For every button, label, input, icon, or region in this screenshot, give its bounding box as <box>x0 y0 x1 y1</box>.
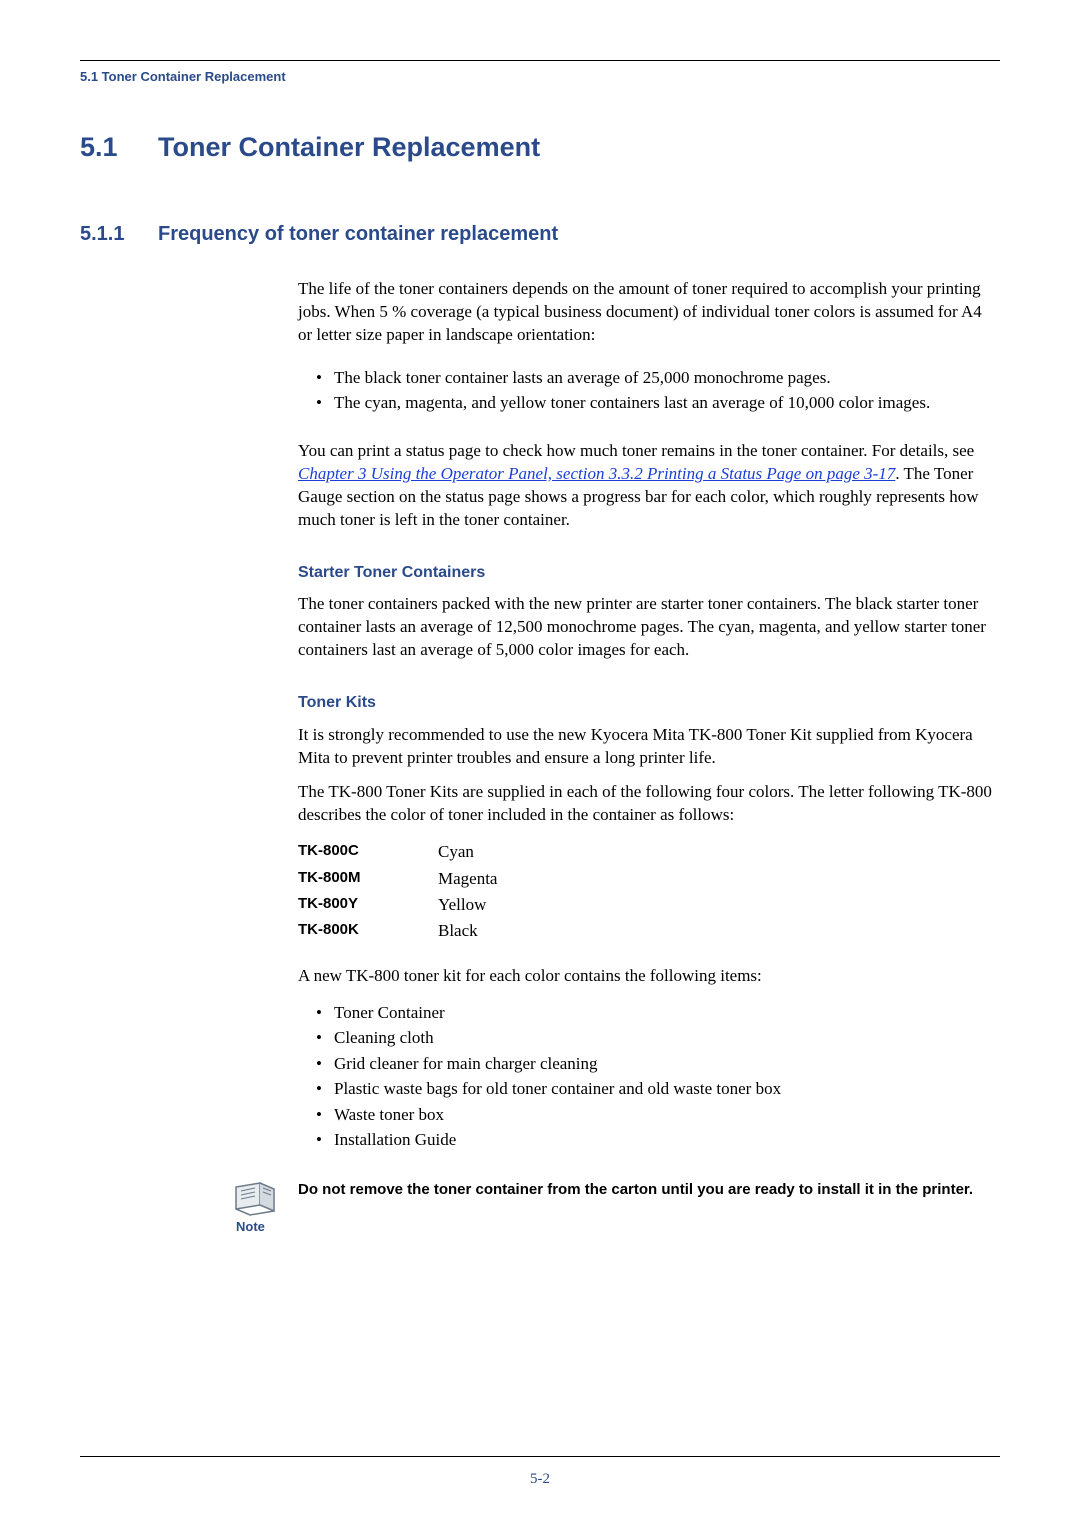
kit-row: TK-800Y Yellow <box>298 892 1000 918</box>
list-item: Plastic waste bags for old toner contain… <box>316 1076 1000 1102</box>
note-icon-wrap: Note <box>80 1177 298 1234</box>
starter-heading: Starter Toner Containers <box>298 562 1000 584</box>
kit-row: TK-800M Magenta <box>298 866 1000 892</box>
kit-contains-list: Toner Container Cleaning cloth Grid clea… <box>298 1000 1000 1153</box>
section-title: Toner Container Replacement <box>158 132 540 163</box>
list-item: Installation Guide <box>316 1127 1000 1153</box>
list-item: Cleaning cloth <box>316 1025 1000 1051</box>
kits-paragraph-1: It is strongly recommended to use the ne… <box>298 724 1000 770</box>
note-icon <box>230 1177 280 1217</box>
list-item: The black toner container lasts an avera… <box>316 365 1000 391</box>
section-number: 5.1 <box>80 132 158 163</box>
top-rule <box>80 60 1000 61</box>
bottom-rule <box>80 1456 1000 1457</box>
kit-contains-intro: A new TK-800 toner kit for each color co… <box>298 965 1000 988</box>
subsection-number: 5.1.1 <box>80 223 158 246</box>
kits-paragraph-2: The TK-800 Toner Kits are supplied in ea… <box>298 781 1000 827</box>
page: 5.1 Toner Container Replacement 5.1 Tone… <box>0 0 1080 1528</box>
kit-code: TK-800C <box>298 839 438 865</box>
kit-color: Magenta <box>438 866 497 892</box>
kit-code-table: TK-800C Cyan TK-800M Magenta TK-800Y Yel… <box>298 839 1000 944</box>
crossref-link[interactable]: Chapter 3 Using the Operator Panel, sect… <box>298 464 895 483</box>
list-item: Grid cleaner for main charger cleaning <box>316 1051 1000 1077</box>
running-header: 5.1 Toner Container Replacement <box>80 69 1000 84</box>
page-number: 5-2 <box>80 1471 1000 1488</box>
subsection-heading-5-1-1: 5.1.1 Frequency of toner container repla… <box>80 223 1000 246</box>
intro-paragraph: The life of the toner containers depends… <box>298 278 1000 347</box>
list-item: Toner Container <box>316 1000 1000 1026</box>
starter-paragraph: The toner containers packed with the new… <box>298 593 1000 662</box>
page-footer: 5-2 <box>80 1456 1000 1488</box>
status-paragraph: You can print a status page to check how… <box>298 440 1000 532</box>
kit-row: TK-800C Cyan <box>298 839 1000 865</box>
toner-kits-heading: Toner Kits <box>298 692 1000 714</box>
kit-color: Black <box>438 918 478 944</box>
intro-bullet-list: The black toner container lasts an avera… <box>298 365 1000 416</box>
kit-code: TK-800K <box>298 918 438 944</box>
list-item: Waste toner box <box>316 1102 1000 1128</box>
kit-color: Yellow <box>438 892 486 918</box>
section-heading-5-1: 5.1 Toner Container Replacement <box>80 132 1000 163</box>
kit-row: TK-800K Black <box>298 918 1000 944</box>
subsection-title: Frequency of toner container replacement <box>158 223 558 246</box>
list-item: The cyan, magenta, and yellow toner cont… <box>316 390 1000 416</box>
kit-code: TK-800M <box>298 866 438 892</box>
kit-code: TK-800Y <box>298 892 438 918</box>
kit-color: Cyan <box>438 839 474 865</box>
note-text: Do not remove the toner container from t… <box>298 1177 1000 1200</box>
status-text-pre: You can print a status page to check how… <box>298 441 974 460</box>
body-content: The life of the toner containers depends… <box>298 278 1000 1153</box>
note-block: Note Do not remove the toner container f… <box>80 1177 1000 1234</box>
note-label: Note <box>236 1219 265 1234</box>
